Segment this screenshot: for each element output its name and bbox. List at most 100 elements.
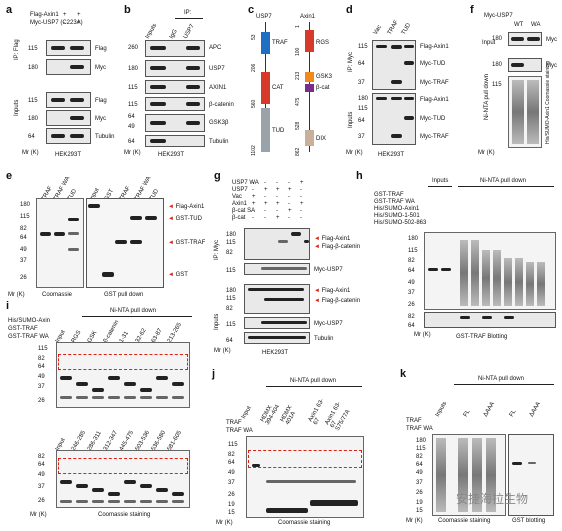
band: [150, 85, 166, 89]
lane: [526, 262, 534, 306]
lane: [458, 438, 468, 512]
panel-label-e: e: [6, 170, 13, 182]
band: [310, 500, 358, 506]
mr-label: Mr (K): [406, 518, 423, 524]
marker: 180: [20, 202, 31, 208]
band: [76, 382, 88, 386]
panel-label-f: f: [470, 4, 474, 16]
band: [266, 480, 356, 483]
lane: [460, 240, 468, 306]
band: [404, 61, 414, 65]
marker: 115: [226, 296, 236, 302]
sign: -: [300, 194, 302, 200]
band: [186, 46, 200, 50]
marker: 64: [358, 118, 365, 124]
staining-label: His/SUMO-Axin1 Coomassie staining: [545, 61, 551, 144]
blot-axin1: [145, 80, 205, 94]
panel-label-a: a: [6, 4, 13, 16]
sign: +: [77, 12, 81, 18]
marker: 82: [408, 314, 415, 320]
sign: -: [252, 180, 254, 186]
band: [108, 492, 120, 496]
band: [92, 500, 104, 503]
column: WT: [514, 22, 524, 28]
caption: Coomassie: [42, 292, 73, 298]
marker: 64: [408, 323, 415, 329]
band: [261, 267, 307, 270]
column: ΔAAA: [528, 401, 543, 418]
sign: -: [300, 215, 302, 221]
treatment: TRAF WA: [226, 428, 253, 434]
position: 862: [295, 147, 301, 156]
band: [404, 97, 414, 100]
column: HDMX 401A: [279, 404, 298, 426]
band: [70, 46, 84, 50]
band: [252, 464, 260, 467]
band: [130, 216, 142, 220]
marker: 64: [416, 462, 423, 468]
band-label: Myc: [546, 63, 557, 69]
domain-label: DIX: [316, 136, 327, 142]
marker: 115: [20, 214, 30, 220]
band: [76, 500, 88, 503]
band: [76, 396, 88, 399]
marker: 37: [416, 480, 423, 486]
marker: 64: [408, 268, 415, 274]
treatment: Axin1: [232, 201, 248, 207]
band: [186, 121, 200, 125]
band-label: Myc: [546, 37, 557, 43]
blot-beta-catenin: [145, 97, 205, 111]
blot-usp7: [145, 60, 205, 77]
mr-label: Mr (K): [30, 512, 47, 518]
axin1-title: Axin1: [300, 14, 316, 20]
sign: +: [264, 187, 268, 193]
dashed-box: [58, 458, 188, 474]
blot-gsk3b: [145, 114, 205, 132]
band: [115, 240, 127, 244]
column: 581-605: [166, 429, 184, 452]
marker: 64: [228, 460, 235, 466]
treatment: Vac: [232, 194, 242, 200]
band: [150, 66, 166, 70]
sign: -: [63, 20, 65, 26]
marker: 115: [226, 322, 236, 328]
band: [92, 396, 104, 399]
cell-line: HEK293T: [55, 152, 82, 158]
marker: 37: [358, 134, 365, 140]
treatment: TRAF WA: [406, 426, 433, 432]
band: [156, 488, 168, 492]
band-label: ◄ Flag-β-catenin: [314, 298, 361, 304]
band-label: Flag-Axin1: [420, 44, 449, 50]
marker: 115: [38, 346, 48, 352]
column: WA: [531, 22, 541, 28]
band: [140, 388, 152, 392]
treatment: His/SUMO-1-501: [374, 213, 420, 219]
column: 213-265: [166, 321, 184, 344]
band-label: Myc-USP7: [314, 321, 343, 327]
band-label: Myc-TRAF: [420, 80, 449, 86]
sign: +: [252, 201, 256, 207]
position: 560: [251, 99, 257, 108]
dashed-box: [58, 354, 188, 370]
marker: 37: [38, 484, 45, 490]
blot-input-tubulin: [46, 128, 91, 144]
section-pulldown: Ni-NTA pull down: [484, 74, 490, 120]
mr-label: Mr (K): [124, 150, 141, 156]
domain-label: CAT: [272, 85, 284, 91]
position: 213: [295, 71, 301, 80]
mr-label: Mr (K): [414, 332, 431, 338]
band-label: ◄ Flag-β-catenin: [314, 244, 361, 250]
band: [291, 232, 301, 236]
marker: 37: [358, 80, 365, 86]
blot-ip-myc: [46, 59, 91, 75]
section: Inputs: [348, 111, 354, 128]
marker: 64: [226, 338, 233, 344]
marker: 15: [416, 508, 423, 514]
band-label: ◄ Flag-Axin1: [314, 288, 351, 294]
column: 536-580: [150, 429, 168, 452]
column: 286-311: [86, 430, 103, 452]
treatment: His/SUMO-Axin: [8, 318, 51, 324]
marker: 180: [28, 65, 39, 71]
caption: Coomassie staining: [438, 518, 491, 524]
header: Myc-USP7: [484, 13, 513, 19]
